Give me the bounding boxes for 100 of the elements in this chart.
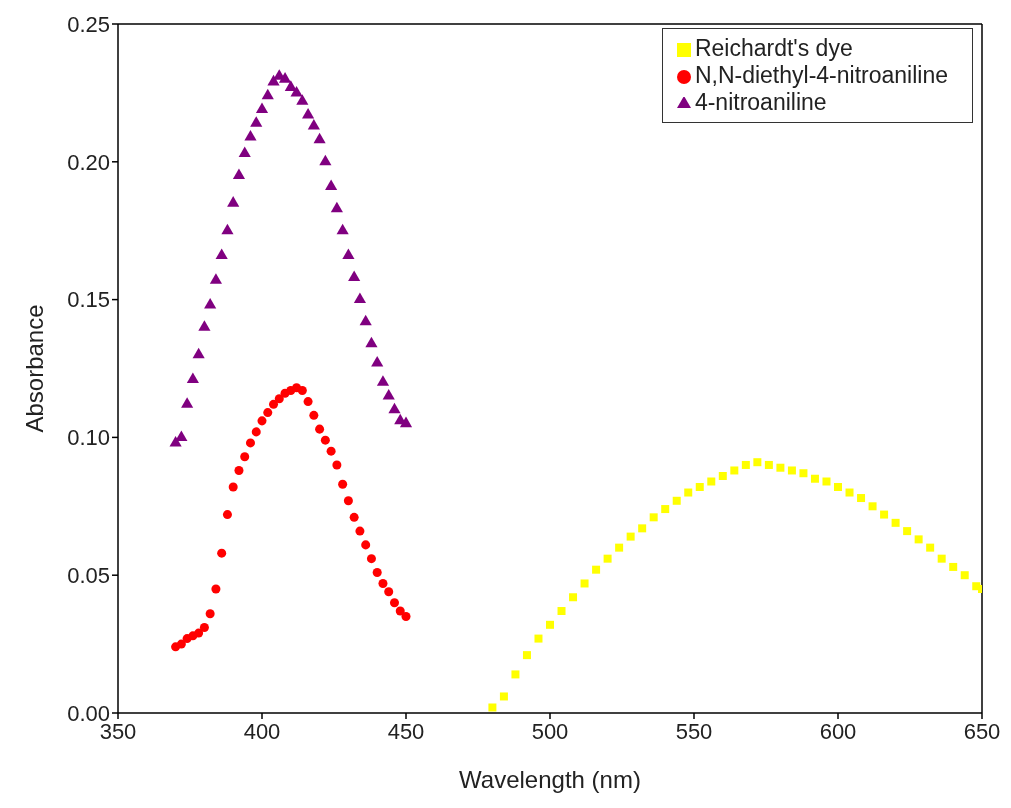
point bbox=[615, 543, 624, 552]
point bbox=[251, 427, 261, 437]
point bbox=[359, 314, 372, 326]
point bbox=[384, 587, 394, 597]
point bbox=[348, 270, 361, 282]
point bbox=[342, 248, 355, 260]
point bbox=[234, 465, 244, 475]
point bbox=[753, 458, 762, 467]
point bbox=[799, 469, 808, 478]
point bbox=[284, 80, 297, 91]
point bbox=[834, 483, 842, 492]
legend-label: Reichardt's dye bbox=[694, 35, 853, 61]
point bbox=[557, 607, 566, 616]
point bbox=[764, 460, 773, 469]
point bbox=[228, 482, 238, 492]
point bbox=[845, 488, 854, 497]
point bbox=[534, 634, 543, 643]
point bbox=[315, 424, 325, 434]
y-tick-label: 0.10 bbox=[67, 425, 110, 451]
point bbox=[372, 567, 382, 577]
point bbox=[215, 248, 228, 260]
point bbox=[522, 651, 531, 660]
y-tick-label: 0.20 bbox=[67, 149, 110, 175]
point bbox=[376, 375, 390, 386]
point bbox=[217, 548, 227, 558]
x-tick-label: 500 bbox=[531, 718, 569, 744]
y-axis-title: Absorbance bbox=[20, 304, 48, 433]
point bbox=[949, 562, 958, 571]
point bbox=[343, 496, 353, 506]
point bbox=[336, 223, 349, 235]
point bbox=[499, 692, 508, 701]
point bbox=[810, 474, 819, 483]
point bbox=[684, 488, 693, 497]
point bbox=[355, 526, 365, 536]
point bbox=[269, 399, 279, 409]
point bbox=[194, 628, 204, 638]
point bbox=[349, 512, 359, 522]
point bbox=[274, 394, 284, 404]
point bbox=[290, 85, 303, 97]
point bbox=[353, 292, 366, 304]
point bbox=[880, 510, 889, 519]
point bbox=[857, 494, 866, 503]
point bbox=[263, 408, 273, 418]
legend-label: 4-nitroaniline bbox=[694, 89, 827, 115]
point bbox=[626, 532, 635, 541]
point bbox=[302, 107, 315, 119]
y-tick-label: 0.15 bbox=[67, 287, 110, 313]
point bbox=[592, 565, 601, 574]
point bbox=[199, 623, 209, 633]
point bbox=[914, 535, 923, 544]
point bbox=[580, 579, 589, 588]
point bbox=[399, 416, 413, 428]
point bbox=[204, 298, 217, 309]
point bbox=[903, 527, 912, 536]
point bbox=[326, 446, 336, 456]
point bbox=[307, 118, 320, 130]
point bbox=[603, 554, 612, 563]
point bbox=[250, 116, 263, 127]
point bbox=[361, 540, 371, 550]
point bbox=[569, 593, 578, 602]
point bbox=[868, 502, 877, 511]
point bbox=[192, 347, 205, 359]
point bbox=[330, 201, 343, 213]
point bbox=[261, 88, 274, 100]
x-tick-label: 450 bbox=[387, 718, 425, 744]
point bbox=[661, 505, 670, 514]
point bbox=[325, 179, 338, 191]
point bbox=[378, 578, 388, 588]
point bbox=[255, 102, 269, 113]
point bbox=[297, 386, 307, 396]
point bbox=[186, 372, 199, 384]
point bbox=[320, 435, 330, 445]
point bbox=[787, 466, 796, 475]
point bbox=[371, 355, 384, 367]
point bbox=[389, 598, 399, 608]
point bbox=[776, 463, 785, 472]
point bbox=[176, 639, 186, 649]
point bbox=[638, 524, 647, 533]
point bbox=[209, 273, 222, 284]
point bbox=[741, 460, 750, 469]
point bbox=[181, 397, 194, 408]
x-tick-label: 400 bbox=[243, 718, 281, 744]
point bbox=[257, 416, 267, 426]
point bbox=[319, 154, 332, 166]
point bbox=[303, 397, 313, 407]
x-tick-label: 600 bbox=[819, 718, 857, 744]
point bbox=[240, 452, 250, 462]
point bbox=[822, 477, 831, 486]
point bbox=[211, 584, 221, 594]
point bbox=[401, 612, 411, 622]
point bbox=[672, 496, 681, 505]
point bbox=[296, 94, 309, 105]
point bbox=[546, 620, 554, 629]
point bbox=[695, 483, 704, 492]
point bbox=[730, 466, 739, 475]
x-axis-title: Wavelength (nm) bbox=[459, 766, 641, 793]
point bbox=[338, 479, 348, 489]
point bbox=[488, 703, 497, 712]
point bbox=[926, 543, 935, 552]
point bbox=[718, 471, 727, 480]
